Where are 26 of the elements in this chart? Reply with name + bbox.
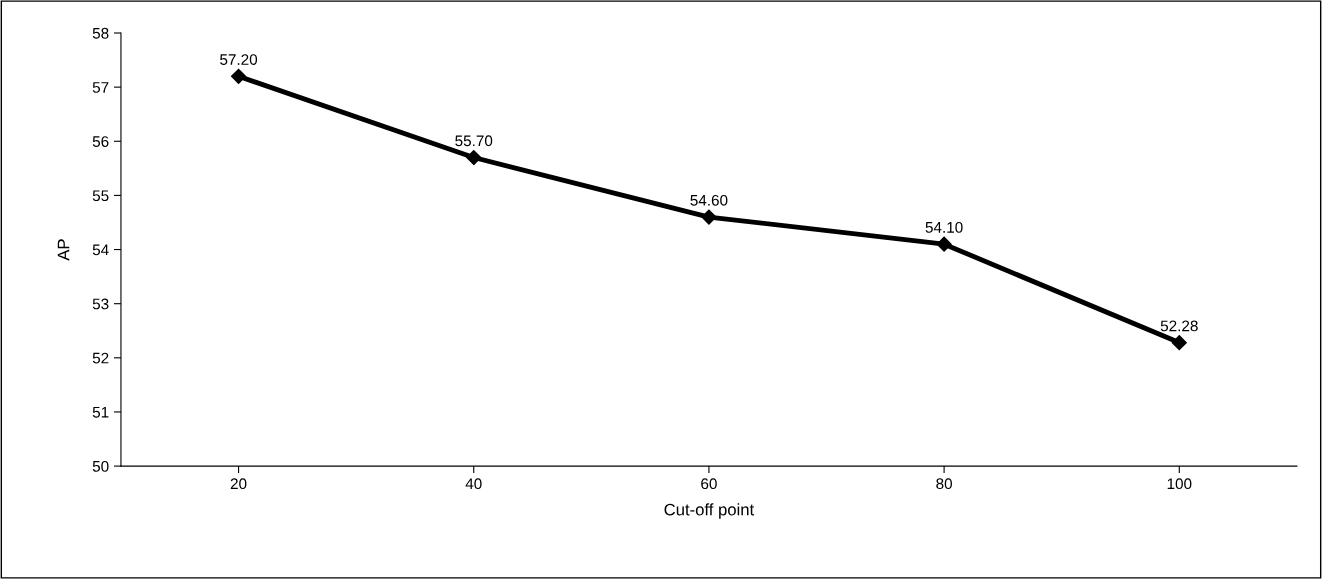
x-axis-title: Cut-off point — [664, 503, 755, 519]
data-label: 54.60 — [690, 194, 728, 206]
point — [1171, 335, 1187, 351]
data-label: 57.20 — [220, 54, 258, 65]
y-tick-label: 58 — [92, 27, 109, 39]
y-tick-label: 51 — [92, 406, 109, 418]
y-tick-label: 55 — [92, 190, 109, 202]
y-tick-label: 54 — [92, 244, 109, 256]
y-tick-label: 57 — [92, 82, 109, 93]
y-axis-title: AP — [57, 239, 70, 261]
data-label: 52.28 — [1160, 320, 1198, 332]
x-tick-label: 80 — [936, 478, 953, 490]
y-tick-label: 56 — [92, 136, 109, 147]
point — [936, 236, 952, 252]
data-label: 54.10 — [925, 221, 963, 233]
x-tick-label: 100 — [1167, 478, 1192, 490]
y-tick-label: 53 — [92, 298, 109, 310]
y-tick-label: 52 — [92, 352, 109, 364]
x-tick-label: 20 — [230, 478, 247, 490]
point — [701, 209, 717, 225]
data-label: 55.70 — [455, 135, 493, 147]
y-tick-label: 50 — [92, 460, 109, 472]
x-tick-label: 60 — [701, 478, 717, 490]
point — [466, 149, 482, 166]
point — [230, 68, 247, 84]
x-tick-label: 40 — [465, 478, 482, 490]
